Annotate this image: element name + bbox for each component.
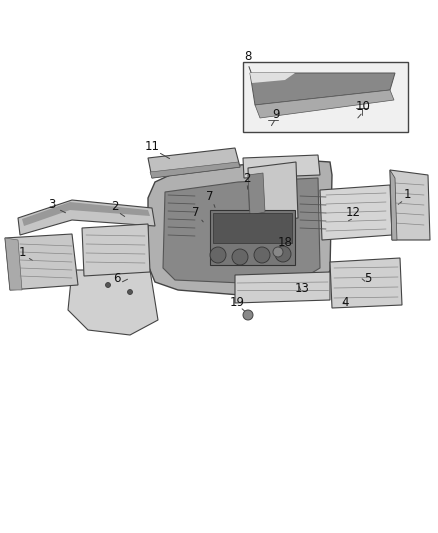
Text: 7: 7 bbox=[192, 206, 200, 220]
Polygon shape bbox=[320, 185, 392, 240]
Polygon shape bbox=[330, 258, 402, 308]
Polygon shape bbox=[82, 224, 150, 276]
Polygon shape bbox=[248, 162, 298, 224]
Text: 6: 6 bbox=[113, 271, 121, 285]
Text: 5: 5 bbox=[364, 271, 372, 285]
Text: 2: 2 bbox=[243, 172, 251, 184]
Polygon shape bbox=[18, 200, 155, 235]
Text: 8: 8 bbox=[244, 51, 252, 63]
Polygon shape bbox=[68, 270, 158, 335]
Circle shape bbox=[106, 282, 110, 287]
Polygon shape bbox=[148, 160, 332, 295]
Polygon shape bbox=[5, 234, 78, 290]
Polygon shape bbox=[248, 173, 265, 215]
Text: 18: 18 bbox=[278, 236, 293, 248]
Text: 7: 7 bbox=[206, 190, 214, 204]
Text: 2: 2 bbox=[111, 200, 119, 214]
Text: 12: 12 bbox=[346, 206, 360, 220]
Polygon shape bbox=[243, 62, 408, 132]
Text: 3: 3 bbox=[48, 198, 56, 212]
Bar bbox=[210, 210, 295, 265]
Circle shape bbox=[273, 247, 283, 257]
Polygon shape bbox=[250, 73, 395, 105]
Polygon shape bbox=[390, 170, 430, 240]
Text: 10: 10 bbox=[356, 101, 371, 114]
Polygon shape bbox=[150, 162, 240, 178]
Circle shape bbox=[275, 246, 291, 262]
Polygon shape bbox=[250, 73, 295, 83]
Text: 19: 19 bbox=[230, 296, 244, 310]
Text: 1: 1 bbox=[18, 246, 26, 260]
Text: 9: 9 bbox=[272, 109, 280, 122]
Text: 13: 13 bbox=[295, 282, 309, 295]
Polygon shape bbox=[163, 178, 320, 283]
Polygon shape bbox=[390, 170, 397, 240]
Circle shape bbox=[127, 289, 133, 295]
Polygon shape bbox=[235, 272, 330, 303]
Polygon shape bbox=[243, 155, 320, 178]
Text: 4: 4 bbox=[341, 295, 349, 309]
Text: 11: 11 bbox=[145, 141, 159, 154]
Circle shape bbox=[254, 247, 270, 263]
Polygon shape bbox=[255, 90, 394, 118]
Polygon shape bbox=[5, 238, 22, 290]
Bar bbox=[213, 213, 292, 243]
Polygon shape bbox=[22, 202, 150, 226]
Text: 1: 1 bbox=[403, 189, 411, 201]
Circle shape bbox=[232, 249, 248, 265]
Circle shape bbox=[243, 310, 253, 320]
Polygon shape bbox=[148, 148, 240, 178]
Circle shape bbox=[210, 247, 226, 263]
